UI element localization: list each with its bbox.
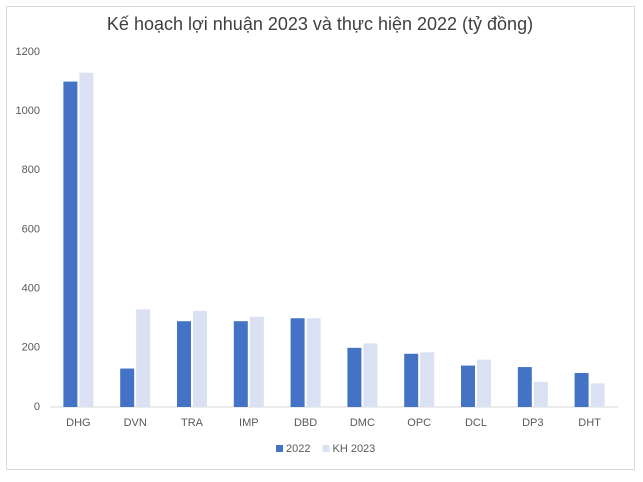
x-tick-label: DBD — [294, 417, 317, 429]
bar — [347, 347, 362, 407]
x-tick-label: IMP — [239, 417, 259, 429]
bar — [120, 368, 135, 407]
bar — [193, 310, 207, 407]
x-tick-label: DHG — [66, 417, 90, 429]
bar — [63, 81, 78, 407]
bar — [590, 383, 605, 407]
chart-title: Kế hoạch lợi nhuận 2023 và thực hiện 202… — [107, 14, 533, 34]
bar — [477, 359, 491, 407]
x-tick-label: TRA — [181, 417, 204, 429]
bar — [290, 318, 305, 407]
x-tick-label: DCL — [465, 417, 487, 429]
x-tick-label: OPC — [407, 417, 431, 429]
bar — [461, 365, 475, 407]
bar — [420, 352, 435, 407]
bar — [533, 381, 548, 407]
legend-swatch — [276, 445, 283, 452]
x-tick-label: DP3 — [522, 417, 543, 429]
bar — [517, 367, 532, 407]
bar — [404, 353, 419, 407]
y-tick-label: 0 — [34, 401, 40, 413]
y-tick-label: 1000 — [16, 105, 40, 117]
x-tick-label: DVN — [124, 417, 147, 429]
legend-label: KH 2023 — [332, 443, 375, 455]
y-tick-label: 1200 — [16, 46, 40, 58]
y-tick-label: 600 — [22, 223, 40, 235]
bar — [249, 316, 264, 407]
y-tick-label: 200 — [22, 342, 40, 354]
bar — [177, 321, 191, 407]
bar — [79, 72, 94, 407]
x-tick-label: DMC — [350, 417, 375, 429]
bar — [136, 309, 151, 407]
y-tick-label: 400 — [22, 283, 40, 295]
legend-swatch — [322, 445, 330, 452]
bar — [306, 318, 321, 407]
bar — [233, 321, 248, 407]
bar — [574, 372, 589, 407]
y-tick-label: 800 — [22, 164, 40, 176]
legend-label: 2022 — [286, 443, 310, 455]
bar — [363, 343, 378, 407]
x-tick-label: DHT — [578, 417, 601, 429]
